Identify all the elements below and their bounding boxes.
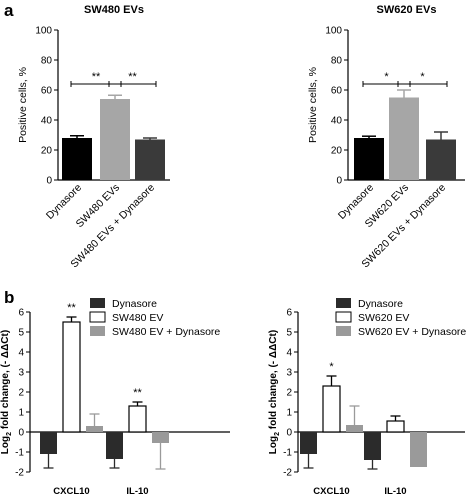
legend-label: SW480 EV + Dynasore [112, 326, 220, 338]
bar [300, 432, 317, 454]
bar [322, 385, 341, 433]
bar [106, 432, 123, 459]
y-tick-label: -2 [15, 468, 24, 479]
bar [386, 420, 405, 433]
significance-label: * [329, 361, 334, 373]
bar [364, 432, 381, 460]
y-tick-label: 60 [331, 86, 343, 97]
x-tick-label: CXCL10 [53, 486, 89, 497]
bar [100, 99, 130, 180]
chart-title: SW620 EVs [377, 4, 437, 16]
panel-letter-a: a [4, 1, 14, 20]
y-tick-label: 2 [18, 388, 24, 399]
significance-label: * [420, 71, 425, 83]
y-tick-label: 6 [286, 308, 292, 319]
legend-swatch [90, 326, 105, 336]
y-tick-label: 100 [325, 26, 342, 37]
bar [128, 405, 147, 433]
bar [135, 139, 165, 180]
bar [389, 97, 419, 180]
significance-label: ** [133, 387, 142, 399]
legend-label: Dynasore [358, 298, 403, 310]
y-tick-label: 0 [18, 428, 24, 439]
bar [62, 138, 92, 180]
significance-label: ** [128, 71, 137, 83]
significance-label: * [384, 71, 389, 83]
y-tick-label: 1 [286, 408, 292, 419]
y-tick-label: 5 [286, 328, 292, 339]
y-tick-label: 1 [18, 408, 24, 419]
y-axis-label: Log2 fold change, (- ΔΔCt) [0, 330, 13, 454]
chart-title: SW480 EVs [84, 4, 144, 16]
panel-letter-b: b [4, 288, 14, 307]
bar [354, 138, 384, 180]
bar [62, 321, 81, 433]
legend-swatch [336, 298, 351, 308]
y-tick-label: 4 [286, 348, 292, 359]
y-tick-label: 20 [331, 146, 343, 157]
y-axis-label: Log2 fold change, (- ΔΔCt) [268, 330, 281, 454]
y-tick-label: 6 [18, 308, 24, 319]
y-tick-label: 0 [286, 428, 292, 439]
y-tick-label: 100 [35, 26, 52, 37]
chart-b-2: -2 -1 0 1 2 3 4 5 6 Log2 fold change, (- ΔΔCt) CXC… [268, 298, 466, 497]
y-tick-label: -2 [283, 468, 292, 479]
y-tick-label: 80 [41, 56, 53, 67]
y-tick-label: -1 [15, 448, 24, 459]
bar [152, 432, 169, 443]
legend-label: Dynasore [112, 298, 157, 310]
legend-label: SW620 EV [358, 312, 409, 324]
y-tick-label: 2 [286, 388, 292, 399]
y-axis-label: Positive cells, % [307, 67, 319, 143]
x-tick-label: CXCL10 [313, 486, 349, 497]
y-tick-label: 5 [18, 328, 24, 339]
y-tick-label: 20 [41, 146, 53, 157]
y-tick-label: 3 [18, 368, 24, 379]
y-tick-label: 40 [331, 116, 343, 127]
y-tick-label: 0 [336, 176, 342, 187]
y-tick-label: 0 [46, 176, 52, 187]
legend-swatch [335, 311, 352, 323]
y-tick-label: 40 [41, 116, 53, 127]
x-tick-label: IL-10 [126, 486, 148, 497]
bar [346, 425, 363, 432]
bar [410, 432, 427, 467]
x-tick-label: IL-10 [384, 486, 406, 497]
y-tick-label: 3 [286, 368, 292, 379]
legend-label: SW620 EV + Dynasore [358, 326, 466, 338]
y-tick-label: 60 [41, 86, 53, 97]
bar [40, 432, 57, 454]
y-tick-label: 4 [18, 348, 24, 359]
significance-label: ** [67, 302, 76, 314]
y-tick-label: 80 [331, 56, 343, 67]
legend-swatch [89, 311, 106, 323]
chart-b-1: -2 -1 0 1 2 3 4 5 6 Log2 fold change, (- ΔΔCt) CXC… [0, 298, 230, 497]
significance-label: ** [92, 71, 101, 83]
legend-swatch [336, 326, 351, 336]
y-axis-label: Positive cells, % [17, 67, 29, 143]
legend-swatch [90, 298, 105, 308]
y-tick-label: -1 [283, 448, 292, 459]
bar [426, 139, 456, 180]
bar [86, 426, 103, 432]
legend-label: SW480 EV [112, 312, 163, 324]
